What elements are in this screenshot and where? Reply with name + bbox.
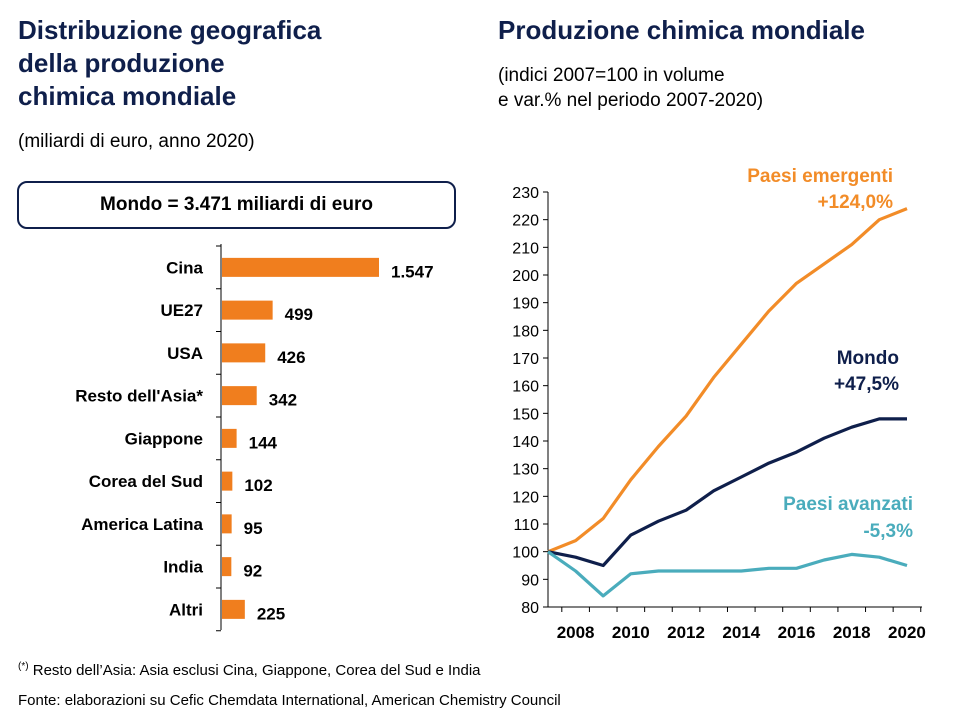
left-title-line: della produzione [18, 48, 225, 78]
series-line-paesi-avanzati [547, 550, 908, 598]
y-tick-label: 90 [521, 572, 539, 589]
x-tick-label: 2018 [833, 623, 871, 642]
world-total-box: Mondo = 3.471 miliardi di euro [17, 181, 456, 229]
bar-8 [222, 599, 245, 619]
bar-2 [222, 343, 266, 363]
y-tick-label: 100 [512, 545, 539, 562]
footnote-mark: (*) [18, 661, 29, 672]
bar-value-label: 92 [243, 562, 262, 581]
bar-category-label: Altri [169, 600, 203, 619]
bar-0 [222, 257, 379, 277]
x-tick-label: 2008 [557, 623, 595, 642]
bar-value-label: 499 [285, 305, 313, 324]
bar-value-label: 426 [277, 348, 305, 367]
bar-category-label: America Latina [81, 515, 203, 534]
series-name-label: Mondo [837, 348, 899, 369]
y-tick-label: 140 [512, 434, 539, 451]
series-line-paesi-emergenti [547, 207, 908, 554]
bar-1 [222, 300, 273, 320]
bar-7 [222, 557, 232, 577]
y-tick-label: 210 [512, 240, 539, 257]
source-note: Fonte: elaborazioni su Cefic Chemdata In… [18, 692, 561, 709]
series-change-label: +124,0% [817, 192, 893, 213]
series-name-label: Paesi avanzati [783, 494, 913, 515]
right-chart-subtitle: (indici 2007=100 in volume e var.% nel p… [498, 63, 918, 113]
bar-category-label: USA [167, 344, 203, 363]
y-tick-label: 80 [521, 600, 539, 617]
series-line-mondo [547, 417, 907, 568]
bar-value-label: 102 [244, 476, 272, 495]
y-tick-label: 150 [512, 406, 539, 423]
series-name-label: Paesi emergenti [747, 166, 893, 187]
y-tick-label: 160 [512, 379, 539, 396]
bar-category-label: Resto dell'Asia* [75, 387, 203, 406]
bar-6 [222, 514, 232, 534]
y-tick-label: 130 [512, 462, 539, 479]
bar-category-label: Cina [166, 258, 203, 277]
y-tick-label: 110 [513, 517, 539, 534]
left-title-line: chimica mondiale [18, 81, 237, 111]
y-tick-label: 120 [512, 489, 539, 506]
x-tick-label: 2014 [722, 623, 760, 642]
y-tick-label: 180 [512, 323, 539, 340]
left-title-line: Distribuzione geografica [18, 15, 322, 45]
y-tick-label: 220 [512, 213, 539, 230]
bar-category-label: UE27 [160, 301, 203, 320]
bar-value-label: 144 [249, 433, 278, 452]
series-change-label: +47,5% [834, 374, 899, 395]
x-tick-label: 2010 [612, 623, 650, 642]
right-subtitle-line: (indici 2007=100 in volume [498, 65, 725, 86]
bar-category-label: India [163, 558, 203, 577]
left-chart-title: Distribuzione geografica della produzion… [18, 14, 438, 113]
right-chart-title: Produzione chimica mondiale [498, 15, 865, 45]
x-tick-label: 2020 [888, 623, 926, 642]
bar-value-label: 95 [244, 519, 263, 538]
right-subtitle-line: e var.% nel periodo 2007-2020) [498, 90, 764, 111]
footnote: (*) Resto dell’Asia: Asia esclusi Cina, … [18, 661, 481, 679]
footnote-text: Resto dell’Asia: Asia esclusi Cina, Giap… [28, 662, 481, 679]
bar-3 [222, 386, 257, 406]
left-chart-subtitle: (miliardi di euro, anno 2020) [18, 131, 255, 152]
x-tick-label: 2016 [778, 623, 816, 642]
y-tick-label: 170 [512, 351, 539, 368]
bar-value-label: 342 [269, 391, 297, 410]
bar-value-label: 1.547 [391, 262, 434, 281]
series-change-label: -5,3% [863, 521, 913, 542]
bar-category-label: Giappone [125, 429, 203, 448]
x-tick-label: 2012 [667, 623, 705, 642]
bar-5 [222, 471, 233, 491]
y-tick-label: 200 [512, 268, 539, 285]
bar-category-label: Corea del Sud [89, 472, 203, 491]
y-tick-label: 190 [512, 296, 539, 313]
bar-4 [222, 428, 237, 448]
y-tick-label: 230 [512, 185, 539, 202]
bar-value-label: 225 [257, 604, 285, 623]
